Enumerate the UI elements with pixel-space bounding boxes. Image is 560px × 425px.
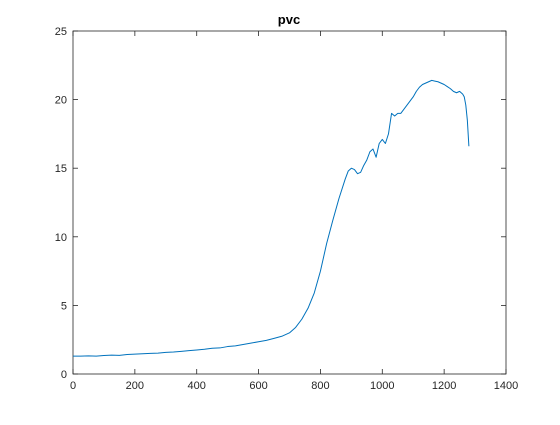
y-tick-label: 10 [55, 232, 67, 244]
plot-area-box [72, 30, 507, 375]
x-tick-label: 400 [188, 380, 206, 392]
x-tick-label: 1000 [370, 380, 394, 392]
x-tick-label: 1400 [494, 380, 518, 392]
x-tick-label: 800 [311, 380, 329, 392]
y-tick-label: 20 [55, 95, 67, 107]
y-tick-label: 5 [61, 300, 67, 312]
x-tick-label: 0 [70, 380, 76, 392]
chart-title: pvc [278, 12, 300, 27]
series-line-0 [73, 79, 470, 357]
x-tick-label: 200 [126, 380, 144, 392]
y-tick-label: 15 [55, 163, 67, 175]
y-tick-label: 0 [61, 369, 67, 381]
y-tick-label: 25 [55, 26, 67, 38]
x-tick-label: 600 [249, 380, 267, 392]
x-tick-label: 1200 [432, 380, 456, 392]
